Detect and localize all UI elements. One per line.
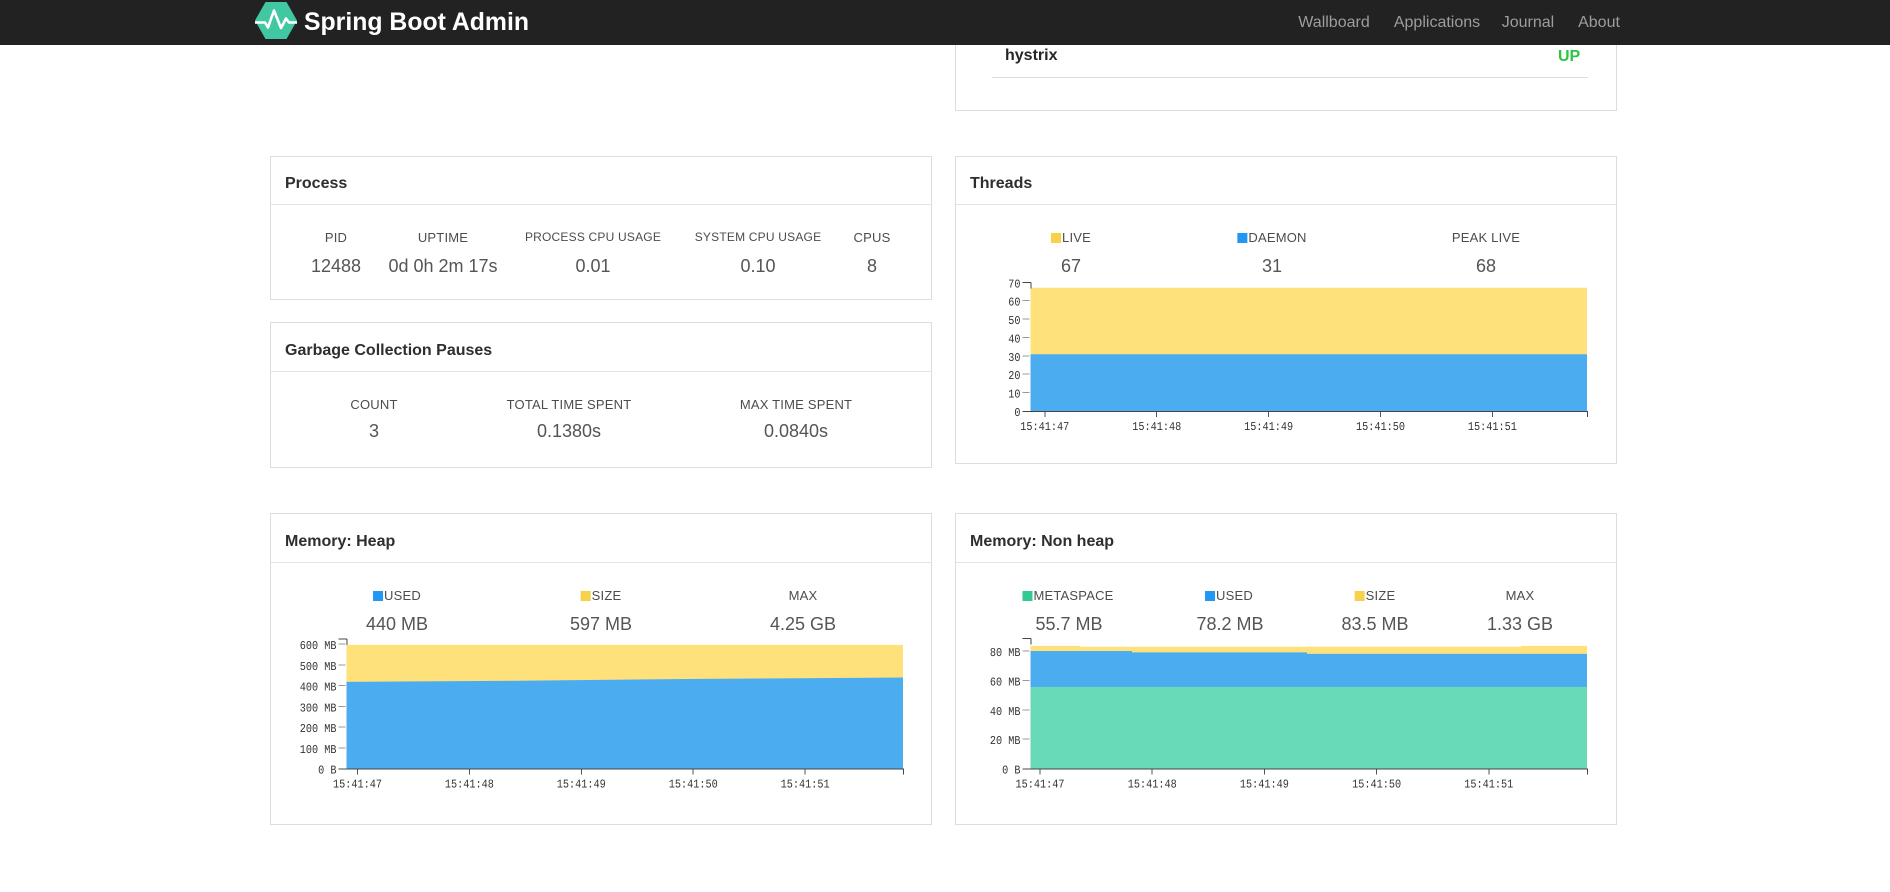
svg-text:15:41:49: 15:41:49 xyxy=(557,778,606,792)
svg-text:300 MB: 300 MB xyxy=(300,701,337,715)
svg-text:0 B: 0 B xyxy=(1002,764,1020,778)
svg-text:15:41:48: 15:41:48 xyxy=(445,778,494,792)
svg-text:15:41:50: 15:41:50 xyxy=(1356,420,1405,434)
svg-text:100 MB: 100 MB xyxy=(300,743,337,757)
svg-text:500 MB: 500 MB xyxy=(300,660,337,674)
svg-text:0: 0 xyxy=(1014,406,1020,420)
svg-text:40: 40 xyxy=(1008,332,1020,346)
svg-text:0 B: 0 B xyxy=(318,764,336,778)
svg-text:15:41:47: 15:41:47 xyxy=(1016,778,1065,792)
svg-text:15:41:51: 15:41:51 xyxy=(1468,420,1517,434)
svg-text:15:41:48: 15:41:48 xyxy=(1128,778,1177,792)
svg-text:600 MB: 600 MB xyxy=(300,639,337,653)
svg-text:10: 10 xyxy=(1008,388,1020,402)
svg-text:15:41:47: 15:41:47 xyxy=(333,778,382,792)
svg-text:15:41:51: 15:41:51 xyxy=(781,778,830,792)
svg-text:15:41:47: 15:41:47 xyxy=(1020,420,1069,434)
svg-text:15:41:51: 15:41:51 xyxy=(1464,778,1513,792)
svg-text:60: 60 xyxy=(1008,296,1020,310)
svg-text:15:41:49: 15:41:49 xyxy=(1240,778,1289,792)
svg-text:20 MB: 20 MB xyxy=(990,734,1021,748)
svg-text:40 MB: 40 MB xyxy=(990,705,1021,719)
svg-text:15:41:50: 15:41:50 xyxy=(669,778,718,792)
svg-text:30: 30 xyxy=(1008,351,1020,365)
svg-text:15:41:49: 15:41:49 xyxy=(1244,420,1293,434)
svg-text:50: 50 xyxy=(1008,314,1020,328)
svg-text:20: 20 xyxy=(1008,369,1020,383)
svg-text:70: 70 xyxy=(1008,277,1020,291)
svg-text:80 MB: 80 MB xyxy=(990,646,1021,660)
svg-text:200 MB: 200 MB xyxy=(300,722,337,736)
svg-text:400 MB: 400 MB xyxy=(300,681,337,695)
svg-text:60 MB: 60 MB xyxy=(990,676,1021,690)
svg-text:15:41:50: 15:41:50 xyxy=(1352,778,1401,792)
svg-text:15:41:48: 15:41:48 xyxy=(1132,420,1181,434)
